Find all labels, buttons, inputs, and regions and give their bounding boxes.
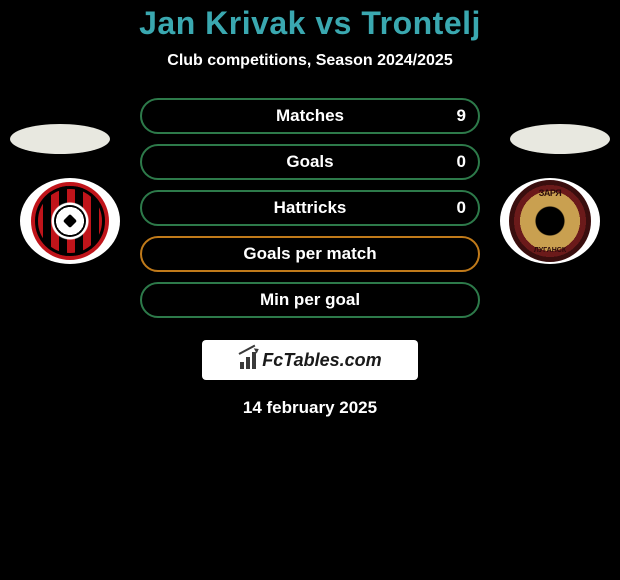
stat-row: Goals per match bbox=[140, 236, 480, 272]
stat-label: Goals bbox=[286, 152, 333, 172]
chart-icon bbox=[238, 351, 258, 369]
stat-label: Hattricks bbox=[274, 198, 347, 218]
stat-row: Hattricks 0 bbox=[140, 190, 480, 226]
stat-row: Matches 9 bbox=[140, 98, 480, 134]
star-icon: ★ bbox=[519, 218, 529, 231]
page-title: Jan Krivak vs Trontelj bbox=[139, 5, 481, 42]
stat-right-value: 9 bbox=[457, 106, 466, 126]
stat-label: Goals per match bbox=[243, 244, 376, 264]
ball-icon bbox=[54, 205, 86, 237]
stats-list: Matches 9 Goals 0 Hattricks 0 Goals per match M… bbox=[140, 98, 480, 328]
star-icon: ★ bbox=[571, 218, 581, 231]
player-photo-right bbox=[510, 124, 610, 154]
stat-row: Min per goal bbox=[140, 282, 480, 318]
brand-prefix: Fc bbox=[262, 350, 283, 370]
shkendija-crest bbox=[31, 182, 109, 260]
brand-text: FcTables.com bbox=[262, 350, 381, 371]
club-badge-right: ЗАРЯ ★ ★ ЛУГАНСК bbox=[500, 178, 600, 264]
brand-link[interactable]: FcTables.com bbox=[202, 340, 418, 380]
stat-label: Matches bbox=[276, 106, 344, 126]
stat-row: Goals 0 bbox=[140, 144, 480, 180]
brand-main: Tables bbox=[283, 350, 339, 370]
zorya-crest: ЗАРЯ ★ ★ ЛУГАНСК bbox=[509, 180, 591, 262]
club-badge-left bbox=[20, 178, 120, 264]
player-photo-left bbox=[10, 124, 110, 154]
stat-label: Min per goal bbox=[260, 290, 360, 310]
zorya-top-text: ЗАРЯ bbox=[511, 188, 589, 198]
zorya-bottom-text: ЛУГАНСК bbox=[511, 247, 589, 254]
stat-right-value: 0 bbox=[457, 198, 466, 218]
stat-right-value: 0 bbox=[457, 152, 466, 172]
subtitle: Club competitions, Season 2024/2025 bbox=[167, 52, 452, 70]
date-text: 14 february 2025 bbox=[243, 398, 377, 418]
brand-suffix: .com bbox=[340, 350, 382, 370]
